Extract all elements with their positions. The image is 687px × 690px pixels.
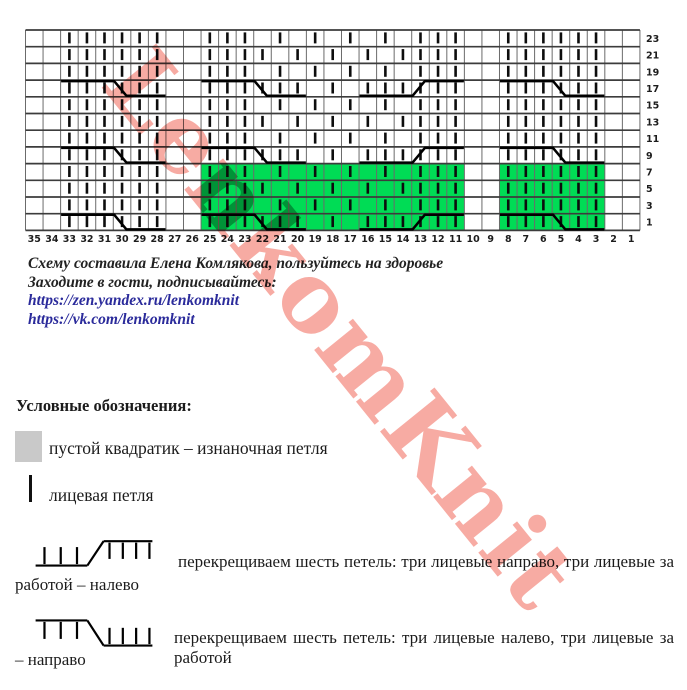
svg-text:3: 3 [593,234,600,245]
svg-text:22: 22 [256,234,269,245]
cable-right-legend-line2: – направо [15,650,86,669]
svg-text:20: 20 [291,234,305,245]
svg-text:3: 3 [646,201,653,212]
svg-text:29: 29 [133,234,146,245]
svg-text:31: 31 [98,234,111,245]
svg-text:23: 23 [646,34,659,45]
svg-text:8: 8 [505,234,512,245]
svg-text:15: 15 [379,234,392,245]
svg-text:28: 28 [151,234,165,245]
svg-text:11: 11 [646,134,659,145]
cable-left-legend-line1: перекрещиваем шесть петель: три лицевые … [178,552,674,571]
svg-text:33: 33 [63,234,76,245]
svg-text:26: 26 [186,234,200,245]
svg-text:17: 17 [646,84,659,95]
svg-text:9: 9 [646,151,653,162]
svg-text:13: 13 [414,234,427,245]
svg-text:5: 5 [646,184,653,195]
svg-text:5: 5 [558,234,565,245]
svg-text:14: 14 [396,234,410,245]
svg-text:35: 35 [28,234,41,245]
svg-text:2: 2 [610,234,617,245]
svg-text:19: 19 [309,234,322,245]
svg-text:17: 17 [344,234,357,245]
cable-6-right-cross-icon [35,619,153,647]
svg-text:10: 10 [467,234,481,245]
legend-heading: Условные обозначения: [16,396,192,415]
svg-text:19: 19 [646,67,659,78]
vk-link[interactable]: https://vk.com/lenkomknit [28,310,195,328]
svg-text:18: 18 [326,234,340,245]
svg-text:9: 9 [487,234,494,245]
svg-text:27: 27 [168,234,181,245]
purl-square-icon [15,431,42,462]
credits-block: Схему составила Елена Комлякова, пользуй… [28,255,443,329]
svg-text:7: 7 [523,234,530,245]
credits-line-2: Заходите в гости, подписывайтесь: [28,273,277,291]
svg-text:1: 1 [646,218,653,229]
svg-text:30: 30 [115,234,129,245]
svg-text:25: 25 [203,234,216,245]
svg-text:13: 13 [646,117,659,128]
cable-left-legend-line2: работой – налево [15,575,140,594]
purl-legend-label: пустой квадратик – изнаночная петля [49,438,328,458]
svg-text:34: 34 [45,234,59,245]
svg-text:23: 23 [238,234,251,245]
svg-text:32: 32 [80,234,93,245]
cable-6-left-cross-icon [35,540,153,567]
svg-text:1: 1 [628,234,635,245]
svg-text:16: 16 [361,234,375,245]
svg-text:6: 6 [540,234,547,245]
svg-text:21: 21 [646,51,659,62]
svg-text:24: 24 [221,234,235,245]
cable-right-legend-line1: перекрещиваем шесть петель: три лицевые … [174,628,674,667]
zen-yandex-link[interactable]: https://zen.yandex.ru/lenkomknit [28,292,240,309]
knit-legend-label: лицевая петля [49,485,154,505]
svg-text:12: 12 [431,234,444,245]
svg-text:21: 21 [273,234,286,245]
svg-text:4: 4 [575,234,582,245]
credits-line-1: Схему составила Елена Комлякова, пользуй… [28,255,444,272]
svg-text:7: 7 [646,167,653,178]
svg-text:15: 15 [646,101,659,112]
svg-text:11: 11 [449,234,462,245]
knit-bar-icon [29,475,33,502]
